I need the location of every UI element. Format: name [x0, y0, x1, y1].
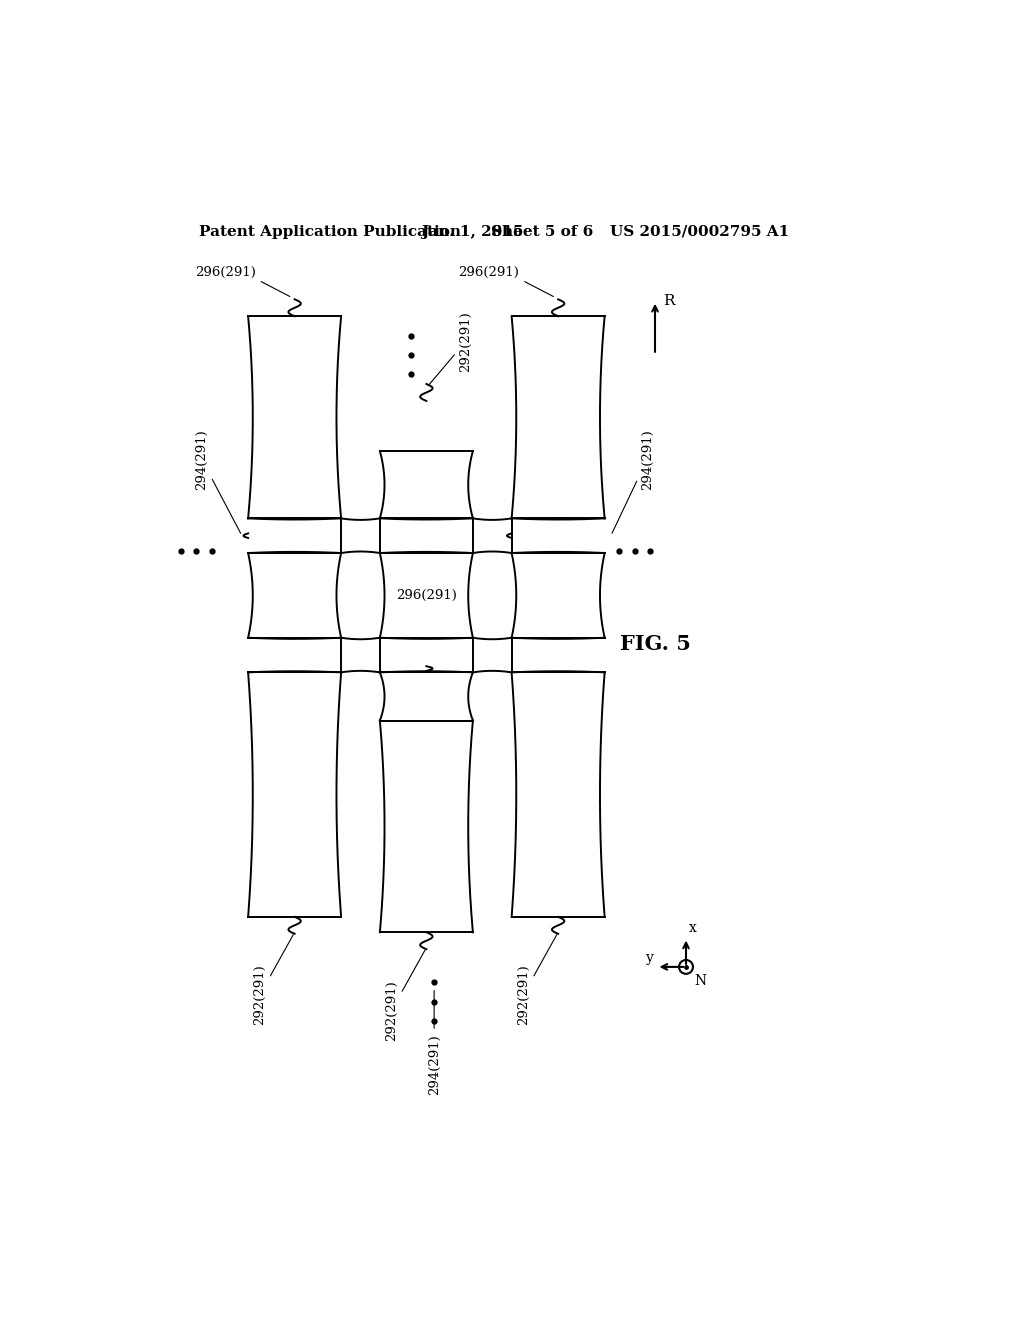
Text: x: x: [689, 921, 697, 936]
Text: N: N: [694, 974, 707, 987]
Text: 294(291): 294(291): [196, 429, 241, 533]
Text: Jan. 1, 2015: Jan. 1, 2015: [421, 224, 523, 239]
Text: 294(291): 294(291): [612, 429, 653, 533]
Text: Sheet 5 of 6: Sheet 5 of 6: [490, 224, 593, 239]
Text: US 2015/0002795 A1: US 2015/0002795 A1: [610, 224, 790, 239]
Text: R: R: [663, 294, 674, 308]
Text: 294(291): 294(291): [428, 990, 440, 1094]
Text: 296(291): 296(291): [195, 265, 290, 297]
Text: 296(291): 296(291): [459, 265, 553, 297]
Text: 292(291): 292(291): [253, 935, 293, 1026]
Text: 292(291): 292(291): [385, 950, 425, 1040]
Text: Patent Application Publication: Patent Application Publication: [200, 224, 461, 239]
Text: y: y: [646, 950, 654, 965]
Text: 292(291): 292(291): [428, 312, 472, 385]
Text: 296(291): 296(291): [396, 589, 457, 602]
Text: 292(291): 292(291): [517, 935, 557, 1026]
Text: FIG. 5: FIG. 5: [621, 634, 691, 653]
